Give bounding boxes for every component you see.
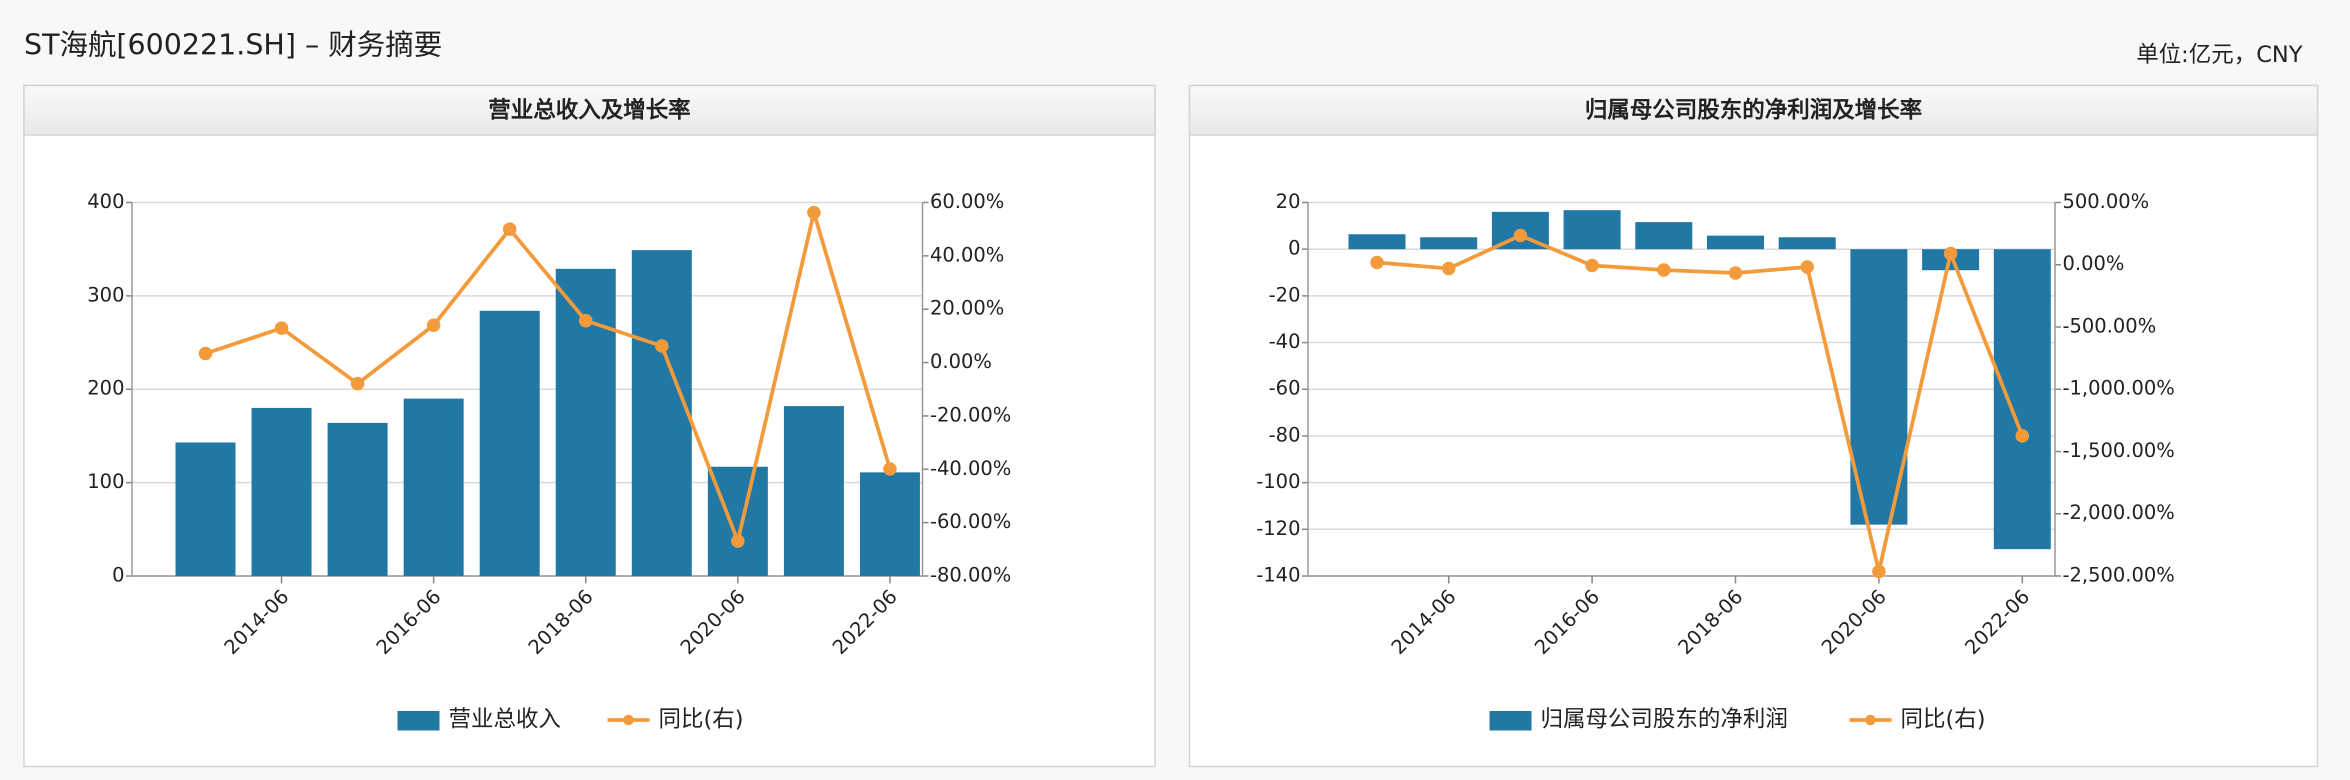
y-tick-label: 0	[1288, 237, 1300, 260]
y-tick-label: 20	[1276, 190, 1301, 213]
line	[1376, 233, 2025, 572]
bar	[859, 472, 920, 576]
y-tick-label: -20	[1269, 283, 1301, 306]
y2-tick-label: -500.00%	[2062, 315, 2156, 338]
legend-label: 同比(右)	[658, 706, 743, 732]
page-title: ST海航[600221.SH] – 财务摘要	[24, 29, 442, 62]
y2-tick-label: -60.00%	[930, 510, 1011, 533]
y2-tick-label: -1,500.00%	[2062, 439, 2174, 462]
line-point	[1370, 255, 1384, 270]
line-point	[1943, 246, 1958, 261]
line-point	[807, 205, 821, 220]
line-point	[1872, 564, 1886, 579]
line-point	[2015, 429, 2030, 443]
line-point	[350, 376, 365, 391]
bar	[1420, 237, 1478, 250]
y-tick-label: 400	[87, 190, 124, 213]
line-point	[274, 321, 289, 335]
panel-header	[23, 84, 1156, 136]
y2-tick-label: -20.00%	[930, 403, 1011, 426]
legend-label: 归属母公司股东的净利润	[1540, 706, 1787, 732]
bar	[1706, 235, 1764, 250]
bar	[175, 442, 236, 576]
legend-swatch	[397, 710, 440, 731]
y-tick-label: -60	[1269, 377, 1301, 400]
bar	[1993, 249, 2051, 550]
line-point	[1585, 258, 1599, 273]
y2-tick-label: -40.00%	[930, 457, 1011, 480]
bar	[1635, 222, 1693, 250]
line-point	[1800, 260, 1814, 274]
y-tick-label: 0	[112, 563, 124, 586]
y2-tick-label: 20.00%	[930, 297, 1004, 320]
line-point	[578, 313, 593, 328]
bar	[783, 406, 844, 576]
line-point	[883, 462, 897, 476]
bar	[403, 398, 464, 576]
line-point	[426, 318, 441, 332]
bar	[1563, 210, 1621, 250]
panel-title: 营业总收入及增长率	[488, 97, 690, 124]
legend-swatch	[1865, 714, 1876, 726]
legend-label: 同比(右)	[1900, 706, 1985, 732]
y-tick-label: -100	[1256, 470, 1300, 493]
y2-tick-label: -2,000.00%	[2062, 501, 2174, 524]
y2-tick-label: 0.00%	[2062, 252, 2124, 275]
bar	[1348, 234, 1406, 250]
unit-label: 单位:亿元，CNY	[2136, 42, 2303, 68]
y2-tick-label: -2,500.00%	[2062, 563, 2174, 586]
bar	[631, 250, 692, 576]
y-tick-label: 100	[87, 470, 124, 493]
y2-tick-label: 0.00%	[930, 350, 992, 373]
line-point	[1657, 263, 1671, 277]
y-tick-label: -120	[1256, 517, 1300, 540]
y-tick-label: -80	[1269, 423, 1301, 446]
y2-tick-label: 60.00%	[930, 190, 1004, 213]
legend-label: 营业总收入	[448, 706, 560, 732]
line	[204, 205, 892, 548]
line-point	[731, 534, 745, 548]
y2-tick-label: -80.00%	[930, 563, 1011, 586]
y-tick-label: 300	[87, 283, 124, 306]
bar	[1778, 237, 1836, 250]
bar	[479, 310, 540, 576]
bar	[251, 407, 312, 576]
line-point	[1728, 266, 1743, 280]
panel	[1188, 84, 2319, 768]
y-tick-label: 200	[87, 377, 124, 400]
line-point	[1513, 228, 1528, 243]
line-point	[198, 346, 213, 361]
y2-tick-label: 500.00%	[2062, 190, 2149, 213]
y2-tick-label: 40.00%	[930, 243, 1004, 266]
line-point	[1441, 261, 1456, 276]
bar	[327, 422, 388, 576]
y-tick-label: -40	[1269, 330, 1301, 353]
panel-title: 归属母公司股东的净利润及增长率	[1585, 97, 1922, 124]
y-tick-label: -140	[1256, 563, 1300, 586]
line-point	[502, 222, 517, 236]
line-point	[655, 339, 669, 353]
legend-swatch	[1489, 710, 1532, 731]
panel-header	[1188, 84, 2319, 136]
legend-swatch	[623, 714, 634, 726]
y2-tick-label: -1,000.00%	[2062, 377, 2174, 400]
